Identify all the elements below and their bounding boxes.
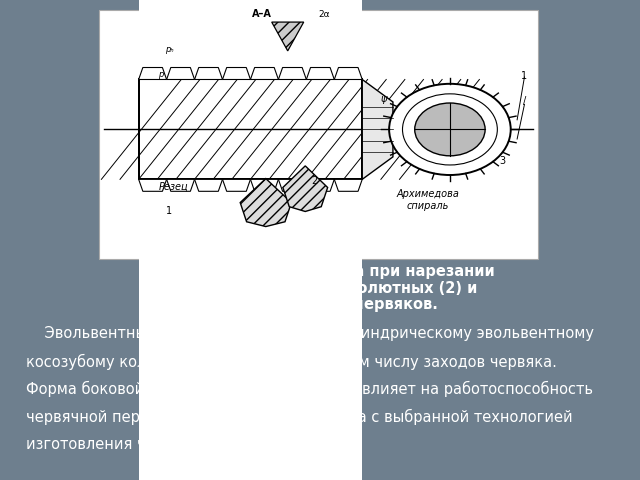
Bar — [139, 80, 362, 180]
Polygon shape — [250, 68, 278, 80]
Text: Резец: Резец — [159, 181, 189, 192]
Polygon shape — [240, 179, 291, 227]
Polygon shape — [139, 180, 166, 192]
Polygon shape — [307, 68, 334, 80]
Bar — [139, 80, 362, 180]
Polygon shape — [307, 180, 334, 192]
Text: червячной передачи и, в основном, связана с выбранной технологией: червячной передачи и, в основном, связан… — [26, 409, 572, 425]
Circle shape — [415, 103, 485, 156]
Text: ψ: ψ — [381, 94, 387, 104]
Polygon shape — [166, 180, 195, 192]
Bar — [139, 0, 362, 80]
Text: /: / — [523, 96, 526, 107]
Text: Форма боковой поверхности червяка мало влияет на работоспособность: Форма боковой поверхности червяка мало в… — [26, 381, 593, 397]
Polygon shape — [272, 22, 304, 51]
Polygon shape — [195, 180, 223, 192]
Text: 1: 1 — [166, 206, 172, 216]
Text: 2: 2 — [311, 176, 317, 186]
Bar — [139, 180, 362, 480]
Polygon shape — [250, 180, 278, 192]
Polygon shape — [139, 68, 166, 80]
Text: А–А: А–А — [252, 9, 271, 19]
Polygon shape — [278, 68, 307, 80]
Text: эвольвентных (3) червяков.: эвольвентных (3) червяков. — [202, 297, 438, 312]
Text: Эвольвентный червяк эквивалентен цилиндрическому эвольвентному: Эвольвентный червяк эквивалентен цилиндр… — [26, 326, 594, 341]
Text: p: p — [158, 70, 163, 79]
Text: Архимедова
спираль: Архимедова спираль — [397, 189, 460, 211]
Polygon shape — [334, 180, 362, 192]
Text: изготовления червяка (рис. 6.2).: изготовления червяка (рис. 6.2). — [26, 437, 279, 453]
Text: архимедовых (1), конволютных (2) и: архимедовых (1), конволютных (2) и — [163, 280, 477, 296]
Polygon shape — [278, 180, 307, 192]
Text: 2α: 2α — [319, 10, 330, 19]
Polygon shape — [334, 68, 362, 80]
Polygon shape — [195, 68, 223, 80]
Polygon shape — [283, 166, 328, 212]
Polygon shape — [362, 80, 393, 180]
Text: pₕ: pₕ — [165, 45, 173, 54]
Text: Рис. 6.2. Установка резца при нарезании: Рис. 6.2. Установка резца при нарезании — [145, 264, 495, 279]
Text: 1: 1 — [522, 72, 527, 82]
Text: 3: 3 — [499, 156, 506, 167]
Polygon shape — [223, 180, 250, 192]
Text: косозубому колесу с числом зубьев, равным числу заходов червяка.: косозубому колесу с числом зубьев, равны… — [26, 353, 556, 370]
Polygon shape — [223, 68, 250, 80]
Polygon shape — [166, 68, 195, 80]
Bar — [99, 10, 538, 259]
Circle shape — [389, 84, 511, 175]
